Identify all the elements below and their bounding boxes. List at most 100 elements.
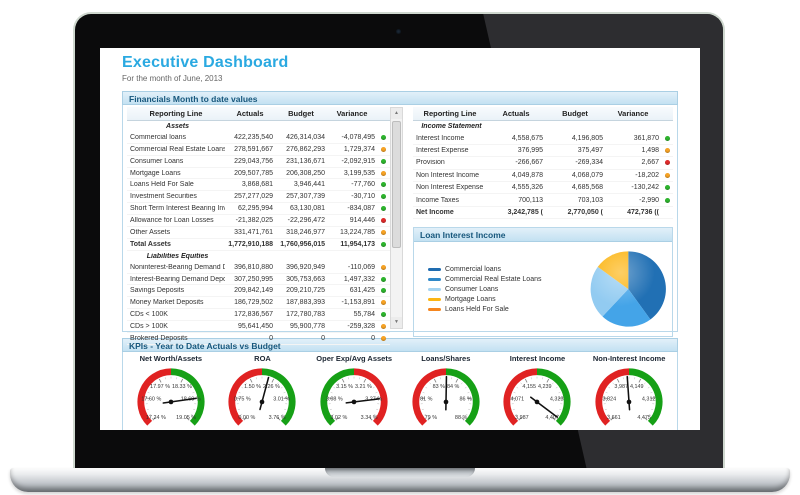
table-row: Commercial Real Estate Loans 278,591,667 2… — [127, 144, 390, 156]
table-row: Interest-Bearing Demand Deposits 307,250,… — [127, 274, 390, 286]
table-row: Investment Securities 257,277,029 257,307,… — [127, 191, 390, 204]
row-label: CDs < 100K — [130, 311, 168, 319]
row-label: Interest Expense — [416, 146, 469, 154]
status-cell — [661, 135, 673, 141]
gauge-needle — [259, 376, 270, 411]
status-cell — [377, 276, 390, 282]
status-dot-orange — [381, 324, 386, 330]
scrollbar-thumb[interactable] — [392, 121, 401, 248]
status-dot-orange — [381, 146, 386, 152]
table-row: Non Interest Income 4,049,878 4,068,079 -18… — [413, 170, 673, 182]
actuals-value: 62,295,994 — [237, 205, 273, 213]
variance-value: 1,497,332 — [343, 275, 375, 283]
scrollbar-track[interactable] — [391, 119, 402, 317]
budget-value: 187,883,393 — [286, 299, 325, 307]
status-dot-green — [381, 182, 386, 188]
gauge-tick-label: 4,239 — [538, 384, 552, 390]
gauge-tick-label: 86 % — [459, 397, 472, 403]
gauge-tick-label: 4,155 — [523, 384, 537, 390]
actuals-value: 172,836,567 — [234, 311, 273, 319]
gauge-tick-label: 3.76 % — [269, 415, 286, 421]
income-statement-table: Reporting Line Actuals Budget Variance Incom… — [413, 107, 673, 220]
kpi-gauge-2: Oper Exp/Avg Assets 3.02 % 3.08 % 3.15 % 3.2… — [308, 353, 400, 430]
column-header: Actuals — [502, 109, 530, 118]
actuals-value: 331,471,761 — [234, 228, 273, 236]
status-cell — [377, 134, 390, 140]
webcam-icon — [396, 29, 401, 34]
left-table-scrollbar[interactable]: ▲ ▼ — [390, 107, 403, 329]
loan-interest-income-pie-chart — [590, 251, 666, 327]
actuals-value: 3,868,681 — [241, 181, 273, 189]
page-subtitle: For the month of June, 2013 — [122, 74, 223, 83]
column-header: Variance — [336, 109, 368, 118]
variance-value: -110,069 — [347, 263, 375, 271]
gauge-needle-hub — [626, 399, 632, 405]
status-cell — [377, 312, 390, 318]
table-row: Interest Income 4,558,675 4,196,805 361,870 — [413, 132, 673, 145]
status-dot-red — [664, 160, 670, 166]
legend-swatch — [428, 307, 441, 311]
actuals-value: 209,507,785 — [234, 169, 273, 177]
legend-item: Loans Held For Sale — [428, 304, 542, 314]
actuals-value: 422,235,540 — [234, 133, 273, 141]
status-dot-green — [664, 185, 670, 191]
table-row: Money Market Deposits 186,729,502 187,883,… — [127, 297, 390, 310]
status-cell — [377, 158, 390, 164]
table-row: CDs > 100K 95,641,450 95,900,778 -259,328 — [127, 321, 390, 334]
column-header: Reporting Line — [149, 109, 203, 118]
laptop-screen-bezel: Executive Dashboard For the month of Jun… — [75, 14, 723, 470]
variance-value: 914,446 — [349, 217, 375, 225]
status-dot-orange — [664, 147, 670, 153]
variance-value: -130,242 — [631, 184, 659, 192]
scroll-down-arrow-icon[interactable]: ▼ — [391, 317, 402, 328]
gauge-needle-hub — [260, 399, 265, 405]
status-cell — [377, 182, 390, 188]
status-cell — [377, 218, 390, 224]
column-header: Variance — [617, 109, 649, 118]
budget-value: -22,296,472 — [287, 217, 325, 225]
group-header-row: Assets — [127, 121, 390, 132]
status-dot-red — [381, 218, 386, 224]
budget-value: 703,103 — [577, 196, 603, 204]
gauge-dial: 17.24 %17.60 %17.97 %18.33 %18.69 %19.05… — [137, 368, 205, 426]
kpi-gauge-5: Non-Interest Income 3,661 3,824 3,987 4,149 4… — [583, 353, 675, 430]
table-header-row: Reporting Line Actuals Budget Variance — [127, 107, 390, 121]
actuals-value: 307,250,995 — [234, 275, 273, 283]
row-label: Money Market Deposits — [130, 299, 204, 307]
legend-swatch — [428, 267, 441, 271]
status-cell — [377, 288, 390, 294]
gauge-tick-label: 4,323 — [550, 397, 564, 403]
budget-value: 209,210,725 — [286, 287, 325, 295]
balance-sheet-table: Reporting Line Actuals Budget Variance Asset… — [127, 107, 390, 345]
gauge-tick-label: 3.15 % — [336, 384, 353, 390]
gauge-tick-label: 0.75 % — [234, 397, 251, 403]
variance-value: -2,990 — [639, 196, 659, 204]
row-label: Commercial loans — [130, 133, 187, 141]
variance-value: -1,153,891 — [341, 299, 375, 307]
actuals-value: 4,558,675 — [511, 134, 543, 142]
row-label: Allowance for Loan Losses — [130, 217, 214, 225]
budget-value: 3,946,441 — [293, 181, 325, 189]
budget-value: 4,196,805 — [571, 134, 603, 142]
kpi-gauges-row: Net Worth/Assets 17.24 % 17.60 % 17.97 % 18.… — [122, 352, 678, 430]
table-row: Mortgage Loans 209,507,785 206,308,250 3,19… — [127, 168, 390, 180]
table-row: Total Assets 1,772,910,188 1,760,956,015 11… — [127, 239, 390, 251]
scroll-up-arrow-icon[interactable]: ▲ — [391, 108, 402, 119]
legend-item: Commercial Real Estate Loans — [428, 274, 542, 284]
legend-item: Commercial loans — [428, 264, 542, 274]
budget-value: 4,685,568 — [571, 184, 603, 192]
actuals-value: 4,049,878 — [511, 171, 543, 179]
table-row: Allowance for Loan Losses -21,382,025 -22,… — [127, 215, 390, 228]
table-row: Income Taxes 700,113 703,103 -2,990 — [413, 194, 673, 207]
gauge-tick-label: 3.01 % — [274, 397, 291, 403]
status-dot-orange — [381, 229, 386, 235]
status-dot-green — [381, 276, 386, 282]
status-cell — [661, 160, 673, 166]
actuals-value: 376,995 — [517, 146, 543, 154]
gauge-title: Loans/Shares — [421, 354, 471, 363]
gauge-tick-label: 4,407 — [546, 415, 560, 421]
gauge-title: Net Worth/Assets — [139, 354, 203, 363]
variance-value: -18,202 — [635, 171, 659, 179]
gauge-title: Oper Exp/Avg Assets — [316, 354, 393, 363]
